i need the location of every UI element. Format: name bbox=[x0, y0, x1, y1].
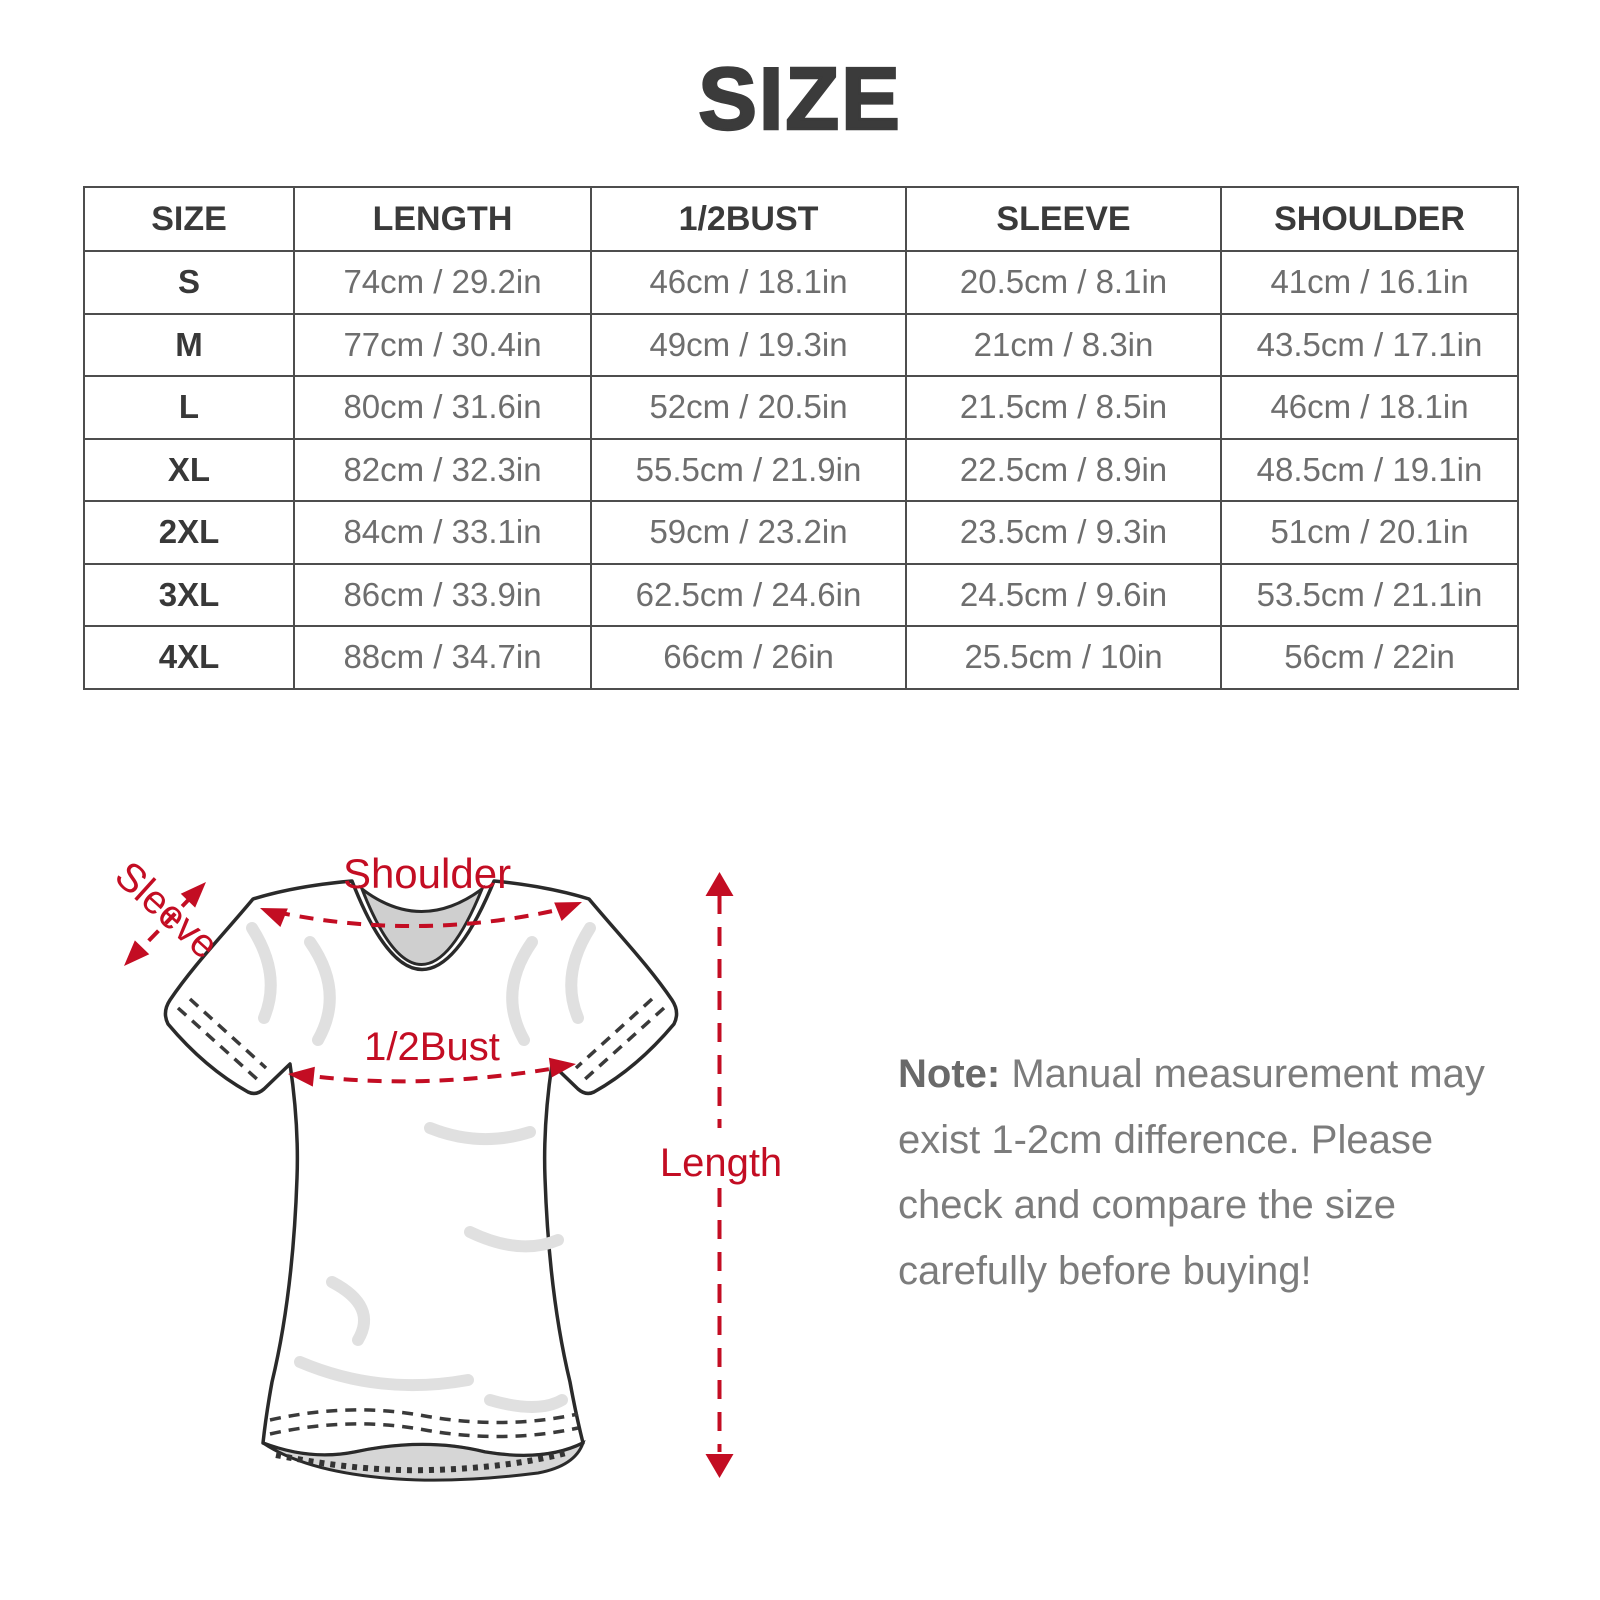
size-table: SIZE LENGTH 1/2BUST SLEEVE SHOULDER S 74cm / … bbox=[83, 186, 1519, 690]
table-row: XL 82cm / 32.3in 55.5cm / 21.9in 22.5cm / 8… bbox=[83, 437, 1519, 502]
value-cell: 77cm / 30.4in bbox=[293, 312, 592, 377]
value-cell: 21cm / 8.3in bbox=[905, 312, 1222, 377]
header-cell: SLEEVE bbox=[905, 186, 1222, 252]
bust-arrow bbox=[288, 1057, 576, 1087]
value-cell: 22.5cm / 8.9in bbox=[905, 437, 1222, 502]
shoulder-arrow bbox=[260, 902, 582, 929]
measurement-note: Note: Manual measurement may exist 1-2cm… bbox=[898, 1042, 1490, 1304]
value-cell: 52cm / 20.5in bbox=[590, 375, 907, 440]
value-cell: 46cm / 18.1in bbox=[590, 250, 907, 315]
hem-stitching bbox=[269, 1408, 579, 1439]
value-cell: 84cm / 33.1in bbox=[293, 500, 592, 565]
sleeve-label: Sleeve bbox=[107, 853, 227, 968]
note-text: Manual measurement may exist 1-2cm diffe… bbox=[898, 1052, 1485, 1293]
value-cell: 23.5cm / 9.3in bbox=[905, 500, 1222, 565]
value-cell: 51cm / 20.1in bbox=[1220, 500, 1519, 565]
value-cell: 25.5cm / 10in bbox=[905, 625, 1222, 690]
value-cell: 43.5cm / 17.1in bbox=[1220, 312, 1519, 377]
size-cell: L bbox=[83, 375, 295, 440]
tshirt-outline-icon bbox=[163, 879, 679, 1458]
size-cell: XL bbox=[83, 437, 295, 502]
table-row: 3XL 86cm / 33.9in 62.5cm / 24.6in 24.5cm / … bbox=[83, 562, 1519, 627]
fabric-shading bbox=[246, 922, 596, 1413]
length-label: Length bbox=[660, 1141, 782, 1185]
value-cell: 20.5cm / 8.1in bbox=[905, 250, 1222, 315]
header-cell: 1/2BUST bbox=[590, 186, 907, 252]
size-cell: 4XL bbox=[83, 625, 295, 690]
value-cell: 46cm / 18.1in bbox=[1220, 375, 1519, 440]
shoulder-label: Shoulder bbox=[343, 850, 511, 897]
bust-label: 1/2Bust bbox=[364, 1025, 500, 1069]
table-header-row: SIZE LENGTH 1/2BUST SLEEVE SHOULDER bbox=[83, 186, 1519, 252]
value-cell: 41cm / 16.1in bbox=[1220, 250, 1519, 315]
value-cell: 66cm / 26in bbox=[590, 625, 907, 690]
table-row: M 77cm / 30.4in 49cm / 19.3in 21cm / 8.3in 4… bbox=[83, 312, 1519, 377]
value-cell: 80cm / 31.6in bbox=[293, 375, 592, 440]
hem-band bbox=[262, 1440, 586, 1482]
size-cell: 2XL bbox=[83, 500, 295, 565]
note-label: Note: bbox=[898, 1052, 1001, 1096]
table-row: L 80cm / 31.6in 52cm / 20.5in 21.5cm / 8.5i… bbox=[83, 375, 1519, 440]
value-cell: 86cm / 33.9in bbox=[293, 562, 592, 627]
table-row: 4XL 88cm / 34.7in 66cm / 26in 25.5cm / 10in… bbox=[83, 625, 1519, 690]
value-cell: 56cm / 22in bbox=[1220, 625, 1519, 690]
header-cell: SHOULDER bbox=[1220, 186, 1519, 252]
sleeve-arrow bbox=[124, 882, 206, 966]
value-cell: 62.5cm / 24.6in bbox=[590, 562, 907, 627]
value-cell: 53.5cm / 21.1in bbox=[1220, 562, 1519, 627]
value-cell: 88cm / 34.7in bbox=[293, 625, 592, 690]
table-row: S 74cm / 29.2in 46cm / 18.1in 20.5cm / 8.1i… bbox=[83, 250, 1519, 315]
value-cell: 74cm / 29.2in bbox=[293, 250, 592, 315]
value-cell: 49cm / 19.3in bbox=[590, 312, 907, 377]
header-cell: LENGTH bbox=[293, 186, 592, 252]
size-cell: 3XL bbox=[83, 562, 295, 627]
value-cell: 82cm / 32.3in bbox=[293, 437, 592, 502]
cuff-stitching bbox=[176, 997, 666, 1082]
collar-icon bbox=[358, 884, 486, 966]
size-cell: S bbox=[83, 250, 295, 315]
size-cell: M bbox=[83, 312, 295, 377]
table-row: 2XL 84cm / 33.1in 59cm / 23.2in 23.5cm / 9.… bbox=[83, 500, 1519, 565]
value-cell: 21.5cm / 8.5in bbox=[905, 375, 1222, 440]
value-cell: 55.5cm / 21.9in bbox=[590, 437, 907, 502]
value-cell: 24.5cm / 9.6in bbox=[905, 562, 1222, 627]
header-cell: SIZE bbox=[83, 186, 295, 252]
page-title: SIZE bbox=[697, 48, 902, 150]
hem-band-stitching bbox=[275, 1449, 571, 1474]
value-cell: 48.5cm / 19.1in bbox=[1220, 437, 1519, 502]
value-cell: 59cm / 23.2in bbox=[590, 500, 907, 565]
length-arrow bbox=[705, 872, 734, 1478]
